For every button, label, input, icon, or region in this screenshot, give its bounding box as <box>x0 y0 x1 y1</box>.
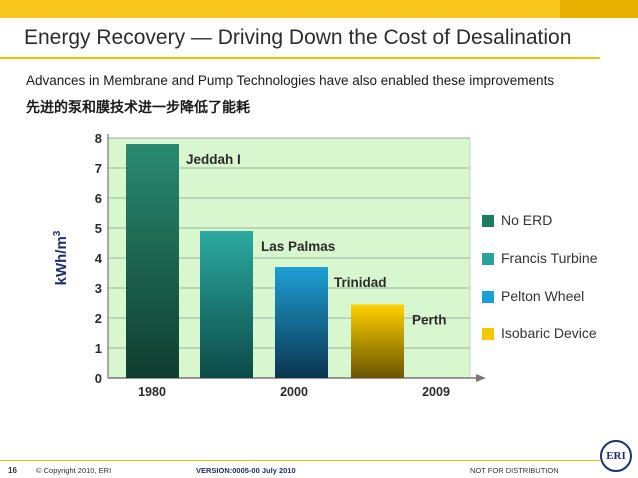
y-tick-label: 7 <box>95 161 102 176</box>
bar-jeddah-i <box>126 144 179 378</box>
legend-label: No ERD <box>501 212 553 228</box>
bar-perth <box>351 304 404 378</box>
x-axis-arrow <box>476 374 486 382</box>
distribution-notice: NOT FOR DISTRIBUTION <box>470 466 559 475</box>
eri-logo: ERI <box>600 440 632 472</box>
y-tick-label: 5 <box>95 221 102 236</box>
top-band-accent <box>560 0 638 18</box>
y-tick-label: 1 <box>95 341 102 356</box>
legend-label: Francis Turbine <box>501 250 598 266</box>
legend-swatch <box>482 328 494 340</box>
y-axis-label: kWh/m3 <box>52 230 70 285</box>
legend-swatch <box>482 291 494 303</box>
legend-label: Pelton Wheel <box>501 288 585 304</box>
version: VERSION:0005-00 July 2010 <box>196 466 296 475</box>
subtitle-chinese: 先进的泵和膜技术进一步降低了能耗 <box>26 100 250 116</box>
legend-swatch <box>482 215 494 227</box>
bar-data-label: Jeddah I <box>186 152 241 167</box>
legend-label: Isobaric Device <box>501 325 597 341</box>
page-title: Energy Recovery — Driving Down the Cost … <box>24 26 572 49</box>
bar-trinidad <box>275 267 328 378</box>
bar-data-label: Perth <box>412 313 447 328</box>
y-tick-label: 2 <box>95 311 102 326</box>
y-tick-label: 0 <box>95 371 102 386</box>
subtitle: Advances in Membrane and Pump Technologi… <box>26 73 555 88</box>
logo-text: ERI <box>606 450 626 462</box>
bar-data-label: Trinidad <box>334 275 387 290</box>
y-tick-label: 6 <box>95 191 102 206</box>
x-tick-label: 2000 <box>280 385 308 399</box>
page-number: 16 <box>8 466 17 475</box>
x-tick-label: 1980 <box>138 385 166 399</box>
y-tick-label: 3 <box>95 281 102 296</box>
bar-data-label: Las Palmas <box>261 239 335 254</box>
y-tick-label: 4 <box>95 251 103 266</box>
bar-las-palmas <box>200 231 253 378</box>
y-tick-label: 8 <box>95 131 102 146</box>
x-tick-label: 2009 <box>422 385 450 399</box>
copyright: © Copyright 2010, ERI <box>36 466 112 475</box>
top-band <box>0 0 638 18</box>
footer-divider <box>0 460 600 461</box>
legend-swatch <box>482 253 494 265</box>
title-divider <box>0 57 600 59</box>
